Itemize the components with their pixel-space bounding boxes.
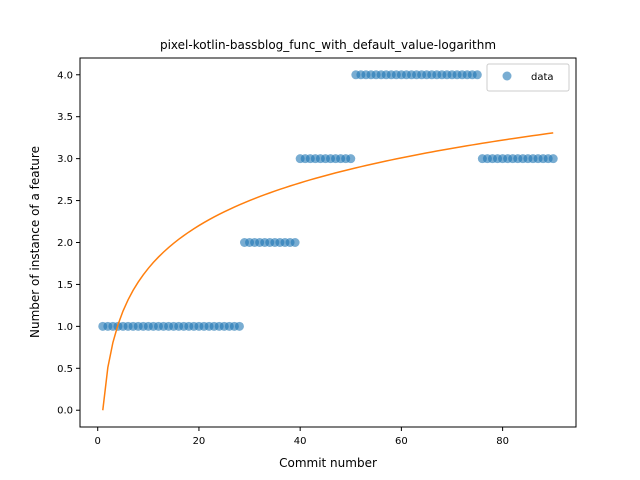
- y-tick-label: 2.5: [57, 196, 73, 207]
- y-tick-label: 1.0: [57, 322, 73, 333]
- axis-ticks: 0 20 40 60 80 0.0 0.5 1.0 1.5 2.0 2.5 3.0 3.5 4.0: [57, 70, 509, 447]
- x-tick-label: 40: [294, 436, 307, 447]
- y-tick-label: 2.0: [57, 238, 73, 249]
- chart-title: pixel-kotlin-bassblog_func_with_default_…: [160, 38, 496, 52]
- y-tick-label: 3.5: [57, 112, 73, 123]
- data-point: [472, 70, 482, 80]
- legend-marker-data: [502, 71, 512, 81]
- fit-line: [102, 132, 554, 411]
- legend-box: [486, 63, 570, 92]
- data-point: [234, 321, 244, 331]
- data-point: [548, 154, 558, 164]
- y-tick-label: 0.5: [57, 364, 73, 375]
- x-tick-label: 60: [395, 436, 408, 447]
- data-point: [290, 238, 300, 247]
- legend: data: [486, 63, 570, 92]
- x-tick-label: 80: [496, 436, 509, 447]
- y-tick-label: 4.0: [57, 70, 73, 81]
- legend-label-data: data: [531, 72, 554, 83]
- y-tick-label: 1.5: [57, 280, 73, 291]
- y-tick-label: 3.0: [57, 154, 73, 165]
- x-tick-label: 20: [193, 436, 206, 447]
- x-tick-label: 0: [95, 436, 101, 447]
- x-axis-label: Commit number: [279, 456, 377, 470]
- y-tick-label: 0.0: [57, 406, 73, 417]
- plot-area: [98, 70, 558, 411]
- data-point: [346, 154, 356, 164]
- y-axis-label: Number of instance of a feature: [28, 146, 42, 338]
